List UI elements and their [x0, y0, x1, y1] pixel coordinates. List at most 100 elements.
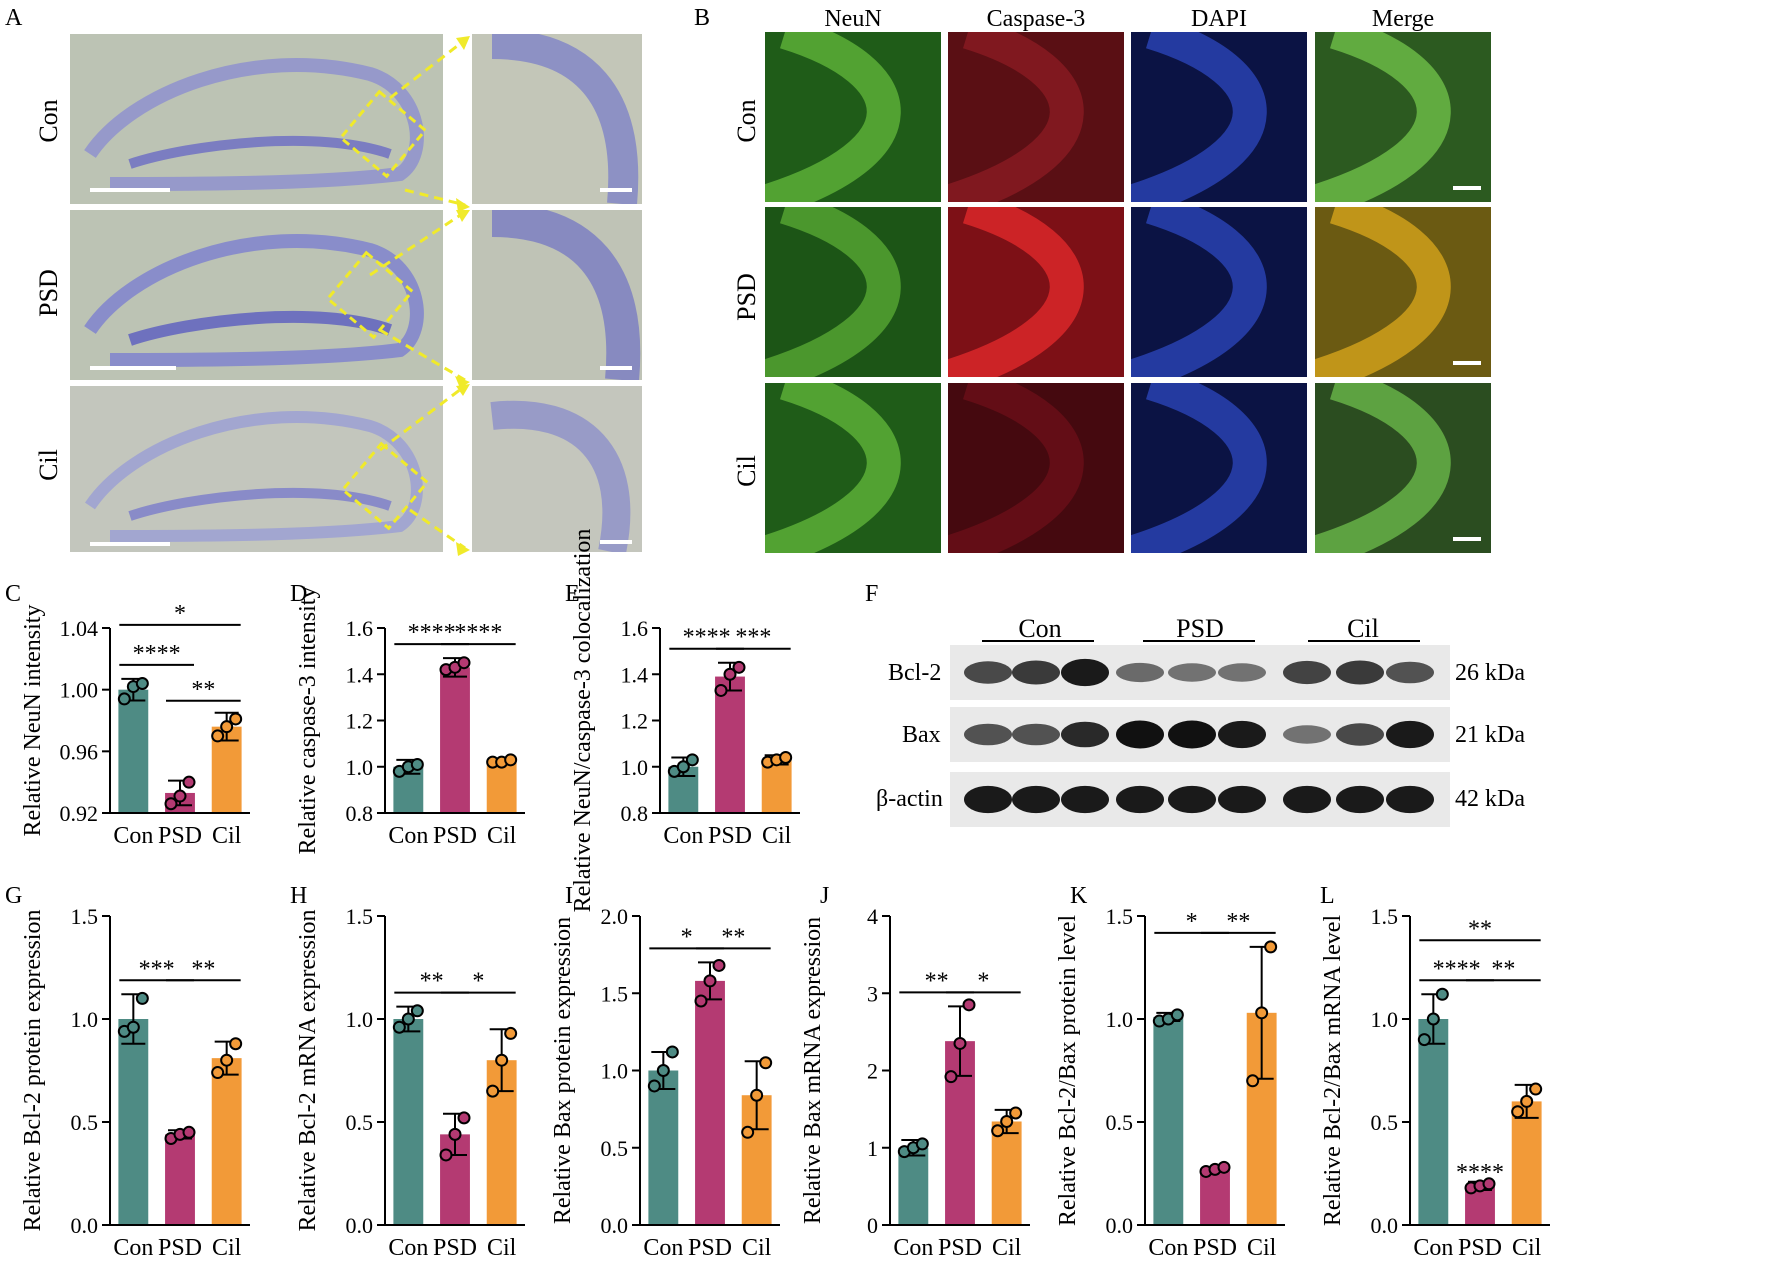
wb-group-label-cil: Cil — [1347, 614, 1379, 643]
data-point — [1170, 1008, 1184, 1022]
y-tick-label: 1.2 — [621, 709, 649, 734]
histology-cil-overview — [70, 386, 443, 552]
fluorescence-psd-dapi — [1131, 207, 1307, 377]
blot-band — [1386, 661, 1434, 684]
chart-k: 0.0 0.5 1.0 1.5 Con PSD Cil Relative Bcl-2/Bax … — [1055, 904, 1285, 1261]
significance-label: * — [1186, 909, 1198, 935]
data-point — [117, 692, 131, 706]
scale-bar — [90, 366, 176, 370]
y-tick-label: 1.0 — [71, 1007, 99, 1032]
y-axis-label: Relative NeuN/caspase-3 colocalization — [570, 529, 596, 913]
y-axis-label: Relative Bcl-2/Bax mRNA level — [1320, 915, 1346, 1227]
tissue-shape — [765, 32, 901, 202]
scale-bar — [1453, 537, 1481, 541]
data-point — [486, 1084, 500, 1098]
chart-e: 0.8 1.0 1.2 1.4 1.6 Con PSD Cil Relative NeuN/ca… — [570, 529, 800, 913]
significance-label: ** — [420, 969, 444, 995]
fluorescence-psd-caspase-3 — [948, 207, 1124, 377]
blot-band — [1012, 785, 1060, 814]
y-tick-label: 1.0 — [1106, 1007, 1134, 1032]
data-point — [448, 1127, 462, 1141]
bar-psd — [695, 980, 725, 1225]
x-tick-label: PSD — [938, 1235, 982, 1261]
blot-band — [1336, 660, 1384, 685]
histology-psd-zoom — [472, 210, 642, 380]
panel-letter-f: F — [865, 581, 879, 607]
significance-label: ** — [191, 677, 215, 703]
significance-label: * — [977, 968, 989, 994]
scale-bar — [1453, 186, 1481, 190]
blot-band — [1168, 663, 1216, 682]
y-axis-label: Relative Bax protein expression — [550, 917, 576, 1224]
significance-label: **** — [408, 620, 456, 646]
data-point — [779, 751, 793, 764]
data-point — [712, 958, 726, 972]
data-point — [211, 1066, 225, 1080]
x-tick-label: Cil — [762, 823, 792, 849]
panel-letter-e: E — [565, 581, 580, 607]
x-tick-label: Cil — [992, 1235, 1022, 1261]
cell-band — [1131, 207, 1267, 377]
significance-label: *** — [735, 625, 771, 651]
chart-d: 0.8 1.0 1.2 1.4 1.6 Con PSD Cil Relative caspase… — [295, 587, 525, 854]
x-tick-label: PSD — [1193, 1235, 1237, 1261]
panel-letter-i: I — [565, 883, 573, 909]
y-tick-label: 1.00 — [60, 678, 99, 703]
chart-g: 0.0 0.5 1.0 1.5 Con PSD Cil Relative Bcl-2 prot… — [20, 904, 250, 1261]
data-point — [457, 1111, 471, 1125]
data-point — [1000, 1114, 1014, 1128]
y-tick-label: 1.6 — [621, 616, 649, 641]
y-tick-label: 0.0 — [346, 1213, 374, 1238]
bar-con — [898, 1147, 929, 1225]
data-point — [703, 974, 717, 988]
blot-band — [1116, 785, 1164, 814]
x-tick-label: Cil — [1247, 1235, 1277, 1261]
x-tick-label: Con — [113, 1235, 153, 1261]
fluorescence-cil-merge — [1315, 383, 1491, 553]
blot-band — [1386, 785, 1434, 814]
tissue-shape — [948, 32, 1084, 202]
blot-band — [1283, 660, 1331, 685]
blot-band — [964, 661, 1012, 684]
column-header-caspase-3: Caspase-3 — [986, 6, 1086, 32]
cell-band — [1131, 32, 1267, 202]
x-tick-label: Con — [893, 1235, 933, 1261]
y-tick-label: 0.5 — [1371, 1110, 1399, 1135]
y-tick-label: 1.0 — [346, 1007, 374, 1032]
blot-band — [1061, 658, 1109, 687]
data-point — [1255, 1006, 1269, 1020]
cell-band — [1315, 32, 1451, 202]
blot-band — [1012, 723, 1060, 746]
data-point — [915, 1137, 929, 1151]
x-tick-label: PSD — [1458, 1235, 1502, 1261]
data-point — [685, 753, 699, 767]
y-tick-label: 1.5 — [1106, 904, 1134, 929]
data-point — [495, 1053, 509, 1067]
data-point — [723, 667, 737, 681]
histology-con-overview — [70, 34, 443, 204]
data-point — [135, 991, 149, 1005]
data-point — [504, 753, 518, 767]
bar-psd — [715, 676, 745, 813]
bar-psd — [165, 1134, 195, 1225]
cell-band — [1315, 207, 1451, 377]
column-header-neun: NeuN — [824, 6, 882, 32]
data-point — [392, 1020, 406, 1034]
wb-size-beta-actin: 42 kDa — [1455, 786, 1525, 812]
significance-label: ** — [721, 924, 745, 950]
histology-con-zoom — [472, 34, 642, 204]
data-point — [1009, 1106, 1023, 1120]
data-point — [741, 1125, 755, 1139]
x-tick-label: Con — [1148, 1235, 1188, 1261]
x-tick-label: PSD — [708, 823, 752, 849]
bar-psd — [440, 667, 470, 813]
fluorescence-con-neun — [765, 32, 941, 202]
data-point — [457, 656, 471, 670]
x-tick-label: Cil — [742, 1235, 772, 1261]
tissue-shape — [1131, 383, 1267, 553]
bar-con — [648, 1070, 679, 1225]
data-point — [665, 1045, 679, 1059]
fluorescence-con-dapi — [1131, 32, 1307, 202]
fluorescence-con-caspase-3 — [948, 32, 1124, 202]
y-tick-label: 3 — [867, 981, 878, 1006]
